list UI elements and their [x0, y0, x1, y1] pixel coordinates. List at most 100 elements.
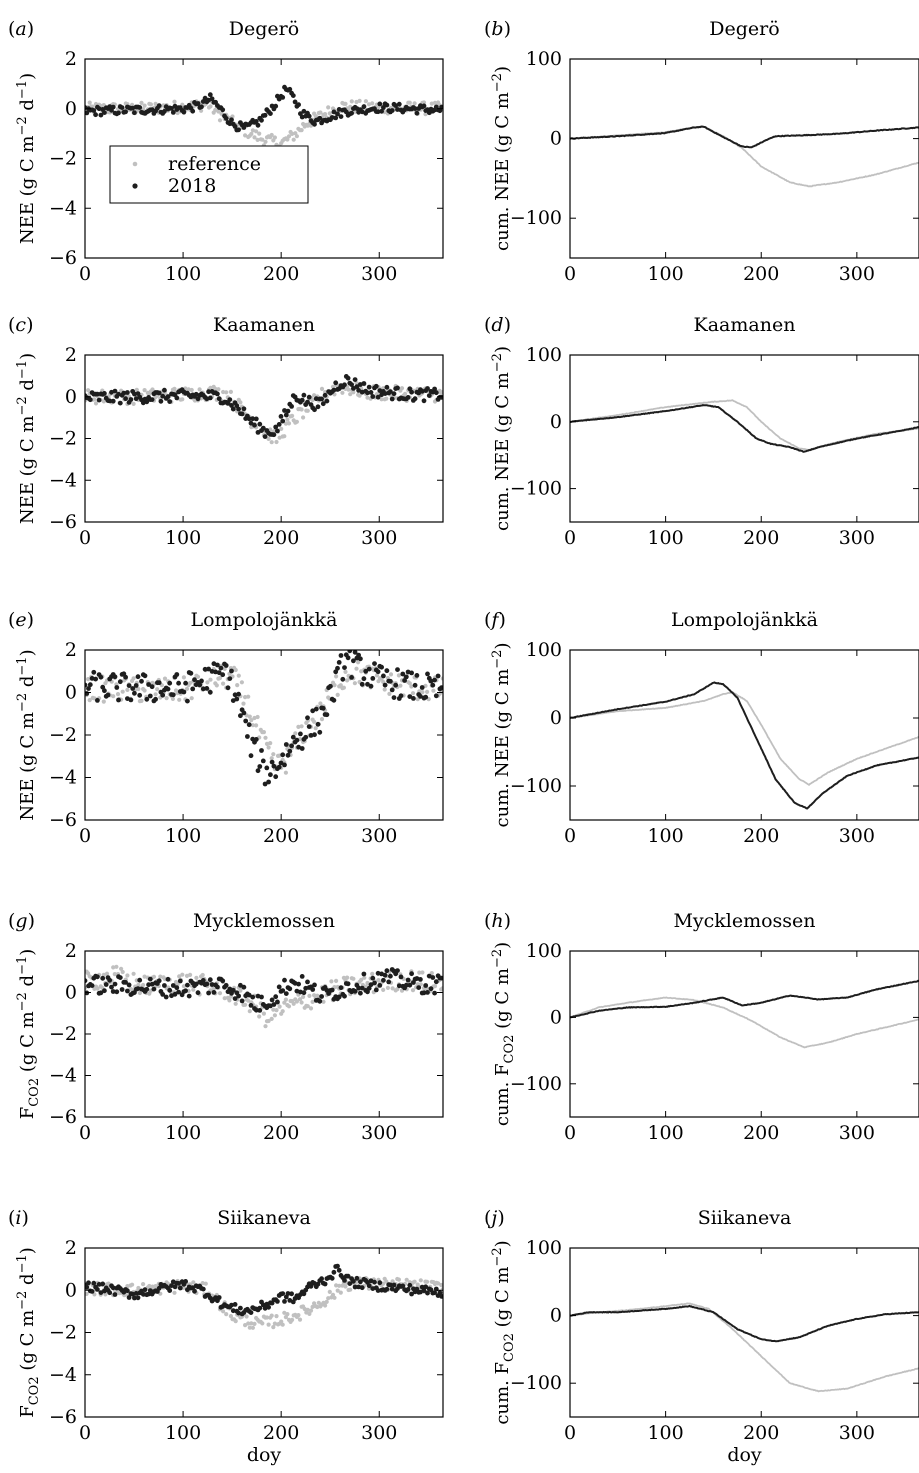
- x-tick-label: 200: [263, 1422, 299, 1444]
- data-point: [329, 1275, 335, 1281]
- x-tick-label: 300: [361, 825, 397, 847]
- x-tick-label: 200: [263, 825, 299, 847]
- data-point: [388, 678, 393, 684]
- data-point: [137, 977, 143, 983]
- panel-label-open: (: [484, 910, 491, 932]
- data-point: [269, 1313, 274, 1318]
- data-point: [303, 734, 309, 740]
- y-axis-label: cum. FCO2 (g C m−2): [490, 942, 517, 1126]
- data-point: [421, 100, 427, 105]
- data-point: [299, 397, 305, 403]
- data-point: [294, 419, 299, 424]
- data-point: [342, 1278, 347, 1283]
- data-point: [149, 397, 155, 402]
- data-point: [142, 688, 147, 693]
- data-point: [405, 977, 411, 983]
- data-point: [396, 673, 401, 678]
- data-point: [363, 668, 369, 674]
- data-point: [319, 717, 325, 722]
- y-tick-label: 100: [526, 940, 562, 962]
- data-point: [385, 985, 390, 991]
- legend-marker-reference: [132, 161, 138, 167]
- data-point: [352, 377, 358, 382]
- data-point: [250, 416, 256, 422]
- data-point: [354, 666, 359, 671]
- y-tick-label: 2: [65, 1237, 77, 1259]
- data-point: [139, 698, 144, 704]
- series-line: [570, 691, 919, 787]
- data-point: [158, 974, 163, 979]
- data-point: [331, 109, 337, 115]
- data-point: [260, 1321, 265, 1326]
- data-point: [246, 1321, 251, 1326]
- data-point: [377, 1280, 383, 1286]
- data-point: [131, 676, 136, 681]
- panel-label: (a): [8, 18, 34, 40]
- data-point: [142, 673, 148, 679]
- y-axis-label-end: ): [17, 649, 38, 656]
- data-point: [185, 982, 190, 988]
- data-point: [139, 100, 144, 105]
- x-tick-label: 100: [165, 1422, 201, 1444]
- data-point: [437, 1290, 443, 1296]
- data-point: [191, 987, 196, 992]
- data-point: [125, 390, 130, 395]
- y-tick-label: −100: [510, 1372, 562, 1394]
- data-point: [357, 98, 362, 103]
- data-point: [421, 1288, 427, 1294]
- data-point: [382, 972, 388, 978]
- y-tick-label: −100: [510, 478, 562, 500]
- data-point: [185, 698, 190, 704]
- data-point: [268, 741, 273, 746]
- panel-label: (d): [484, 314, 511, 336]
- data-point: [432, 990, 437, 996]
- y-axis-label-sup1: −2: [15, 992, 30, 1011]
- data-point: [293, 731, 298, 736]
- data-point: [418, 694, 423, 699]
- data-point: [221, 389, 226, 395]
- data-point: [323, 112, 328, 117]
- data-point: [260, 425, 266, 431]
- data-point: [298, 731, 303, 737]
- data-point: [101, 699, 106, 704]
- data-point: [342, 993, 347, 999]
- data-point: [192, 1288, 197, 1294]
- series-2018: [570, 125, 919, 149]
- data-point: [318, 110, 323, 115]
- data-point: [389, 687, 395, 693]
- data-point: [252, 422, 257, 428]
- data-point: [205, 680, 210, 685]
- series-2018: [570, 404, 919, 453]
- data-point: [266, 1322, 271, 1327]
- data-point: [167, 399, 173, 404]
- data-point: [285, 417, 290, 422]
- data-point: [220, 672, 226, 678]
- data-point: [238, 1305, 243, 1311]
- data-point: [86, 677, 91, 682]
- data-point: [202, 95, 208, 101]
- data-point: [170, 692, 176, 698]
- y-tick-label: −100: [510, 207, 562, 229]
- data-point: [165, 394, 171, 400]
- data-point: [264, 765, 270, 771]
- data-point: [236, 993, 242, 999]
- panel-label: (h): [484, 910, 511, 932]
- data-point: [274, 1314, 279, 1319]
- data-point: [301, 392, 307, 398]
- panel-label-letter: a: [15, 18, 26, 40]
- data-point: [328, 683, 333, 689]
- legend-label-reference: reference: [168, 153, 261, 175]
- data-point: [136, 982, 141, 987]
- data-point: [208, 104, 213, 109]
- data-point: [285, 752, 291, 758]
- data-point: [227, 998, 232, 1003]
- data-point: [280, 418, 286, 424]
- data-point: [319, 396, 324, 402]
- data-point: [204, 686, 210, 691]
- data-point: [336, 107, 342, 112]
- data-point: [409, 670, 414, 676]
- data-point: [275, 428, 280, 434]
- data-point: [211, 987, 216, 992]
